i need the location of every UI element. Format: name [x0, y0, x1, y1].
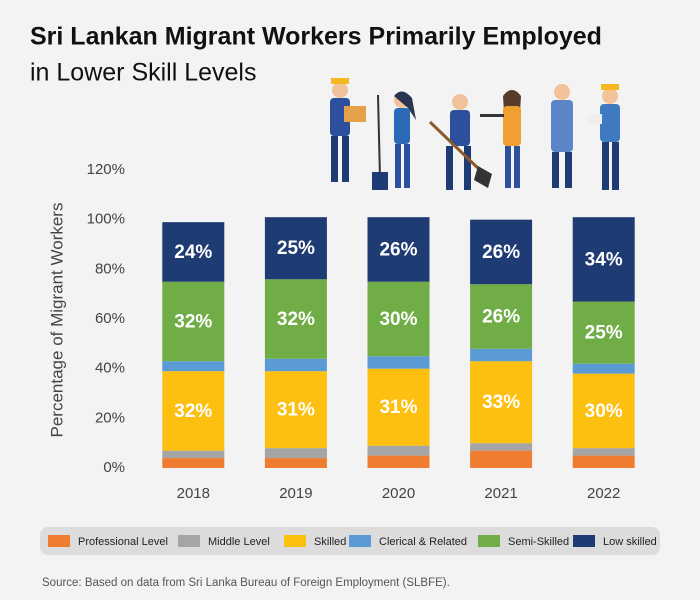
bar-segment — [367, 356, 430, 369]
bar-segment — [572, 448, 635, 456]
legend-label: Low skilled — [603, 536, 657, 548]
bar-segment — [470, 219, 533, 285]
legend-swatch — [284, 535, 306, 547]
bar-segment — [470, 450, 533, 468]
data-label: 32% — [174, 401, 212, 422]
data-label: 30% — [585, 401, 623, 422]
workers-illustration — [330, 78, 620, 190]
y-tick-label: 100% — [87, 211, 125, 228]
x-tick-label: 2018 — [177, 485, 210, 502]
bar-segment — [470, 284, 533, 349]
bar-segment — [264, 448, 327, 459]
bar-segment — [367, 455, 430, 468]
bucket — [372, 172, 388, 190]
legend-label: Clerical & Related — [379, 536, 467, 548]
legend-label: Professional Level — [78, 536, 168, 548]
data-label: 31% — [277, 400, 315, 421]
data-label: 31% — [379, 397, 417, 418]
bar-segment — [162, 281, 225, 362]
y-tick-label: 0% — [103, 459, 125, 476]
y-tick-label: 120% — [87, 161, 125, 178]
bar-segment — [264, 358, 327, 372]
bar-segment — [162, 222, 225, 282]
legend-swatch — [178, 535, 200, 547]
bar-segment — [162, 450, 225, 459]
chart-title: Sri Lankan Migrant Workers Primarily Emp… — [30, 23, 602, 51]
data-label: 25% — [585, 323, 623, 344]
y-tick-label: 40% — [95, 360, 125, 377]
legend-label: Semi-Skilled — [508, 536, 569, 548]
legend-label: Skilled — [314, 536, 346, 548]
data-label: 24% — [174, 242, 212, 263]
bar-segment — [264, 458, 327, 468]
data-label: 26% — [379, 239, 417, 260]
data-label: 34% — [585, 249, 623, 270]
data-label: 30% — [379, 309, 417, 330]
data-label: 26% — [482, 242, 520, 263]
bar-segment — [572, 217, 635, 302]
bar-segment — [264, 217, 327, 280]
x-tick-label: 2020 — [382, 485, 415, 502]
y-tick-label: 60% — [95, 310, 125, 327]
data-label: 32% — [174, 311, 212, 332]
bar-segment — [367, 368, 430, 446]
data-label: 32% — [277, 309, 315, 330]
legend-swatch — [573, 535, 595, 547]
chart-subtitle: in Lower Skill Levels — [30, 59, 257, 87]
bar-segment — [367, 445, 430, 456]
bar-segment — [264, 371, 327, 449]
bar-segment — [264, 279, 327, 359]
bar-segment — [162, 371, 225, 451]
bar-segment — [572, 301, 635, 364]
mop — [377, 94, 381, 179]
y-tick-label: 80% — [95, 260, 125, 277]
bar-segment — [162, 361, 225, 372]
bar-segment — [572, 373, 635, 449]
data-label: 25% — [277, 238, 315, 259]
bar-segment — [367, 217, 430, 282]
bar-segment — [470, 348, 533, 362]
data-label: 33% — [482, 392, 520, 413]
bar-segment — [572, 363, 635, 374]
y-axis-label: Percentage of Migrant Workers — [47, 203, 66, 438]
x-tick-label: 2019 — [279, 485, 312, 502]
x-tick-label: 2022 — [587, 485, 620, 502]
source-note: Source: Based on data from Sri Lanka Bur… — [42, 577, 450, 589]
x-tick-label: 2021 — [484, 485, 517, 502]
data-label: 26% — [482, 307, 520, 328]
y-tick-label: 20% — [95, 409, 125, 426]
legend-swatch — [48, 535, 70, 547]
bar-segment — [367, 281, 430, 357]
bar-segment — [572, 455, 635, 468]
bar-segment — [470, 443, 533, 451]
bar-segment — [470, 361, 533, 444]
legend-swatch — [478, 535, 500, 547]
legend-label: Middle Level — [208, 536, 270, 548]
bar-segment — [162, 458, 225, 468]
legend-swatch — [349, 535, 371, 547]
